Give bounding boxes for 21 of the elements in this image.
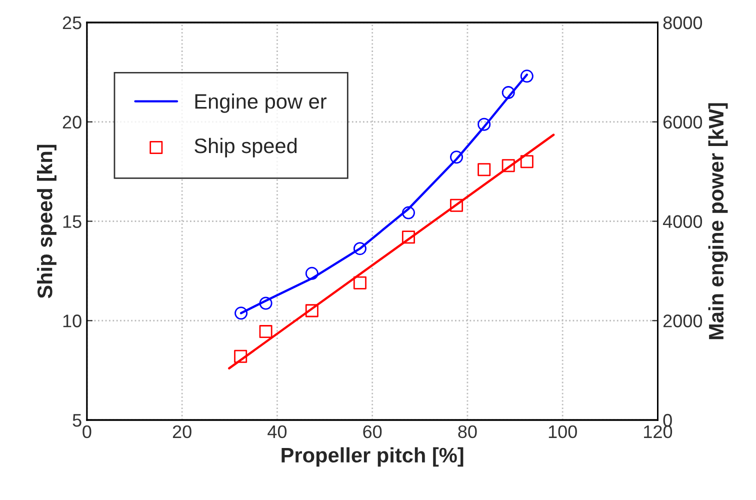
x-tick-label: 40 [268,425,287,438]
x-tick-label: 0 [82,425,92,438]
y-tick-label: 10 [63,314,82,328]
y2-axis-title: Main engine power [kW] [708,103,728,340]
y2-tick-label: 8000 [663,16,702,30]
y2-tick-label: 2000 [663,314,702,328]
y-tick-label: 5 [72,414,82,427]
x-axis-title: Propeller pitch [%] [282,447,464,467]
y2-tick-label: 6000 [664,116,702,129]
legend-label: Engine pow er [195,94,326,113]
x-tick-label: 80 [458,425,477,438]
legend-label: Ship speed [194,138,297,158]
y-tick-label: 15 [63,215,82,228]
x-tick-label: 60 [363,425,382,438]
y-tick-label: 20 [62,116,82,129]
y2-tick-label: 4000 [662,215,702,228]
x-tick-label: 120 [644,425,672,438]
x-tick-label: 100 [548,425,577,438]
y-axis-title: Ship speed [kn] [37,144,56,298]
x-tick-label: 20 [172,425,192,438]
y-tick-label: 25 [62,16,82,30]
